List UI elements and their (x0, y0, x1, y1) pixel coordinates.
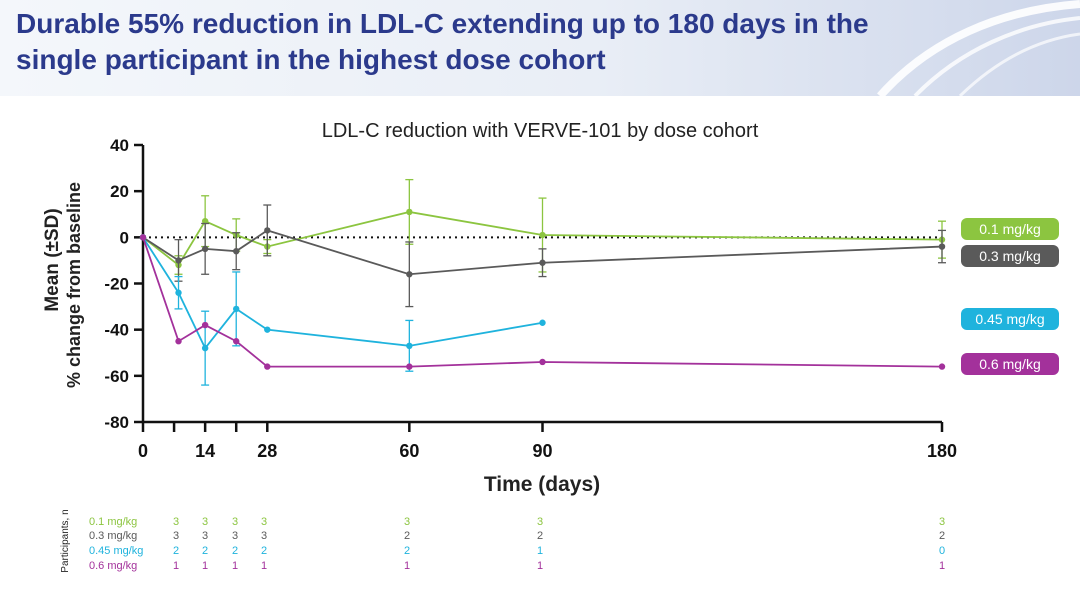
participants-count: 1 (537, 545, 543, 557)
participants-count: 1 (232, 560, 238, 572)
participants-row-label: 0.45 mg/kg (89, 545, 143, 557)
data-point (539, 319, 546, 326)
participants-count: 3 (261, 516, 267, 528)
decorative-swoosh (877, 0, 1080, 96)
participants-count: 1 (173, 560, 179, 572)
data-point (938, 243, 946, 250)
data-point (201, 344, 209, 352)
participants-count: 2 (537, 530, 543, 542)
participants-count: 2 (232, 545, 238, 557)
participants-count: 3 (173, 530, 179, 542)
participants-count: 3 (261, 530, 267, 542)
participants-count: 1 (537, 560, 543, 572)
y-tick-label: 20 (110, 182, 129, 201)
series-label-badge (961, 353, 1059, 375)
x-tick-label: 60 (399, 441, 419, 461)
participants-count: 3 (232, 530, 238, 542)
series-label: 0.6 mg/kg (979, 356, 1040, 372)
y-tick-label: 40 (110, 136, 129, 155)
participants-count: 2 (404, 530, 410, 542)
participants-axis-label: Participants, n (60, 509, 71, 572)
slide-title: Durable 55% reduction in LDL-C extending… (16, 8, 869, 75)
y-tick-label: -40 (104, 321, 129, 340)
data-point (406, 363, 413, 370)
participants-count: 1 (939, 560, 945, 572)
data-point (175, 338, 182, 345)
data-point (539, 231, 546, 239)
data-point (175, 257, 182, 264)
data-point (406, 342, 413, 350)
chart-title: LDL-C reduction with VERVE-101 by dose c… (322, 120, 759, 142)
series-line (142, 229, 943, 276)
x-tick-label: 14 (195, 441, 215, 461)
participants-count: 3 (173, 516, 179, 528)
y-tick-label: -60 (104, 367, 129, 386)
data-point (264, 363, 271, 370)
series-label-badge (961, 245, 1059, 267)
data-point (406, 271, 413, 278)
data-point (201, 321, 209, 329)
participants-count: 1 (404, 560, 410, 572)
data-point (264, 227, 271, 234)
participants-row-label: 0.6 mg/kg (89, 560, 137, 572)
participants-count: 2 (939, 530, 945, 542)
data-point (139, 234, 147, 241)
participants-row-label: 0.1 mg/kg (89, 516, 137, 528)
y-tick-label: -80 (104, 413, 129, 432)
participants-count: 1 (202, 560, 208, 572)
data-point (539, 358, 546, 366)
series-label: 0.45 mg/kg (975, 311, 1044, 327)
participants-count: 3 (202, 530, 208, 542)
participants-count: 2 (173, 545, 179, 557)
series-line (142, 237, 943, 368)
data-point (264, 326, 271, 333)
participants-count: 2 (261, 545, 267, 557)
series-label-badge (961, 218, 1059, 240)
x-tick-label: 28 (257, 441, 277, 461)
data-point (201, 245, 209, 253)
participants-count: 1 (261, 560, 267, 572)
y-tick-label: 0 (120, 228, 129, 247)
x-tick-label: 90 (532, 441, 552, 461)
participants-row-label: 0.3 mg/kg (89, 530, 137, 542)
participants-count: 2 (404, 545, 410, 557)
participants-count: 3 (202, 516, 208, 528)
data-point (233, 247, 240, 255)
slide-header: Durable 55% reduction in LDL-C extending… (0, 0, 1080, 96)
data-point (406, 208, 413, 216)
data-point (539, 259, 546, 266)
data-point (201, 217, 209, 225)
x-tick-label: 0 (138, 441, 148, 461)
x-tick-label: 180 (927, 441, 957, 461)
data-point (233, 305, 240, 313)
y-axis-label-secondary: % change from baseline (64, 182, 84, 388)
x-axis-label: Time (days) (484, 473, 600, 496)
participants-count: 3 (939, 516, 945, 528)
y-tick-label: -20 (104, 275, 129, 294)
data-point (175, 289, 182, 296)
series-label: 0.3 mg/kg (979, 248, 1040, 264)
participants-count: 3 (537, 516, 543, 528)
participants-count: 0 (939, 545, 945, 557)
series-label: 0.1 mg/kg (979, 221, 1040, 237)
participants-count: 3 (232, 516, 238, 528)
participants-count: 3 (404, 516, 410, 528)
participants-count: 2 (202, 545, 208, 557)
data-point (938, 363, 946, 370)
data-point (233, 338, 240, 345)
series-label-badge (961, 308, 1059, 330)
y-axis-label: Mean (±SD) (42, 208, 63, 311)
ldl-c-chart: LDL-C reduction with VERVE-101 by dose c… (42, 120, 1059, 573)
